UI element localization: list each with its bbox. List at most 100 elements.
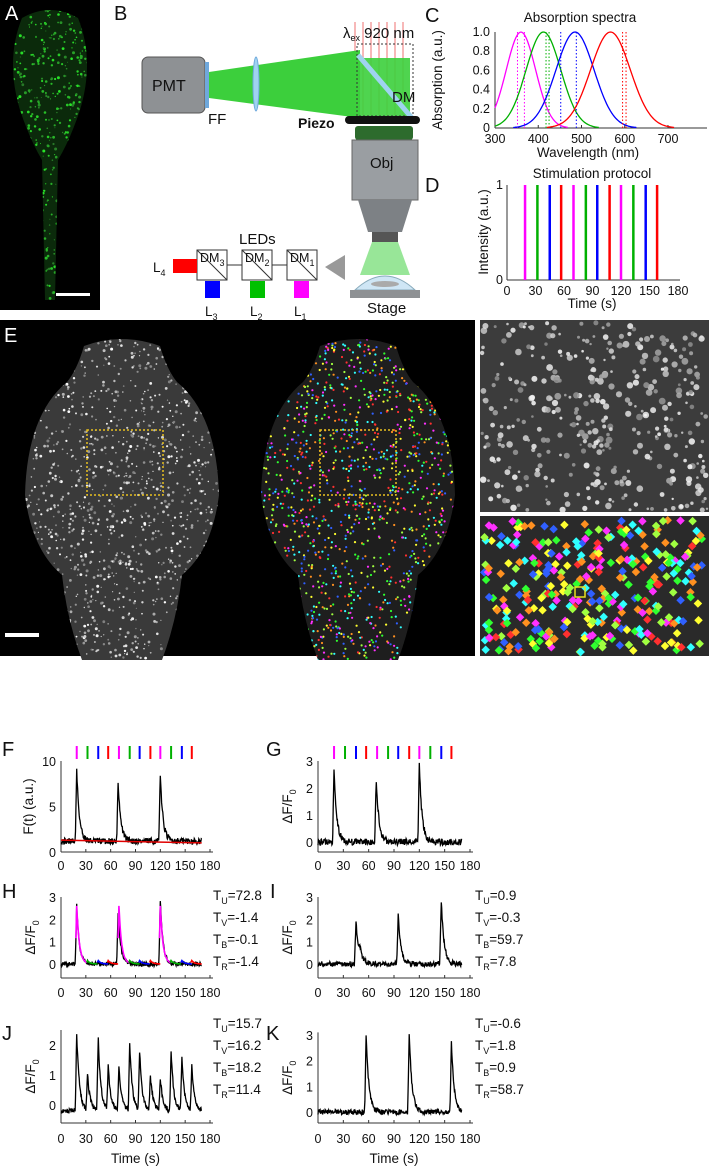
cell	[31, 53, 34, 56]
cell	[52, 33, 55, 36]
cell	[55, 430, 57, 432]
cell	[58, 34, 62, 38]
cell	[81, 484, 84, 488]
cell	[48, 533, 50, 535]
cell	[91, 406, 94, 409]
roi	[383, 593, 386, 596]
cell	[182, 423, 185, 426]
cell	[67, 61, 69, 63]
roi	[301, 455, 304, 458]
cell	[62, 520, 64, 522]
cell	[65, 136, 68, 139]
obj-label: Obj	[370, 155, 393, 172]
roi	[300, 453, 303, 456]
roi	[429, 544, 432, 547]
cell	[133, 365, 135, 367]
roi	[292, 495, 296, 499]
cell	[79, 630, 81, 633]
cell	[59, 480, 63, 484]
cell	[74, 38, 76, 41]
cell	[130, 355, 134, 359]
roi	[323, 474, 326, 477]
cell	[71, 655, 74, 658]
roi	[379, 515, 382, 519]
cell	[583, 400, 589, 407]
cell	[88, 483, 91, 485]
cell	[166, 399, 169, 401]
cell	[128, 449, 131, 453]
cell	[62, 514, 65, 517]
roi	[357, 411, 360, 414]
dichroic-mirror	[286, 249, 318, 281]
cell	[100, 635, 102, 638]
roi	[354, 553, 357, 556]
cell	[161, 563, 163, 566]
roi	[309, 575, 312, 578]
cell	[659, 492, 665, 497]
cell	[531, 443, 537, 450]
cell	[48, 267, 51, 270]
led-l2	[250, 281, 265, 298]
cell	[88, 468, 91, 471]
roi	[304, 421, 307, 424]
roi	[353, 365, 356, 368]
roi	[263, 466, 266, 470]
cell	[70, 530, 73, 532]
roi	[309, 542, 312, 545]
roi	[365, 618, 368, 621]
cell	[16, 97, 19, 100]
cell	[71, 512, 75, 515]
roi	[315, 418, 318, 422]
roi	[369, 573, 373, 577]
subscript: 1	[309, 258, 314, 268]
cell	[56, 534, 59, 537]
cell	[195, 411, 199, 415]
cell	[646, 507, 650, 511]
cell	[595, 398, 600, 404]
cell	[574, 407, 579, 412]
roi	[421, 497, 424, 500]
cell	[133, 345, 135, 348]
cell	[69, 559, 72, 562]
y-axis-label: F(t) (a.u.)	[21, 778, 36, 834]
cell	[94, 529, 98, 533]
cell	[141, 612, 143, 615]
roi	[310, 595, 313, 599]
cell	[131, 545, 135, 548]
cell	[132, 490, 134, 492]
cell	[622, 475, 627, 481]
x-tick-label: 400	[528, 132, 549, 146]
roi	[441, 443, 444, 446]
roi	[359, 442, 362, 445]
cell	[627, 331, 632, 337]
roi	[397, 410, 400, 414]
cell	[84, 366, 86, 369]
cell	[155, 497, 158, 501]
cell	[601, 418, 606, 423]
cell	[72, 41, 75, 44]
roi	[345, 546, 348, 549]
roi	[336, 595, 339, 598]
x-tick-label: 180	[200, 986, 221, 1000]
symbol: T	[213, 910, 221, 925]
cell	[575, 415, 582, 421]
x-tick-label: 0	[315, 1132, 322, 1146]
cell	[90, 594, 93, 597]
cell	[160, 485, 163, 488]
roi	[354, 518, 357, 521]
roi	[389, 508, 392, 511]
cell	[615, 391, 623, 398]
cell	[56, 76, 60, 80]
value: =-1.4	[227, 910, 259, 925]
cell	[69, 517, 72, 521]
cell	[30, 489, 33, 492]
roi	[371, 403, 374, 406]
cell	[135, 536, 137, 538]
cell	[182, 524, 185, 527]
symbol: DM	[245, 251, 264, 265]
roi	[394, 365, 397, 368]
roi	[397, 487, 400, 490]
roi	[316, 527, 319, 530]
roi	[369, 371, 372, 374]
roi	[310, 464, 314, 467]
